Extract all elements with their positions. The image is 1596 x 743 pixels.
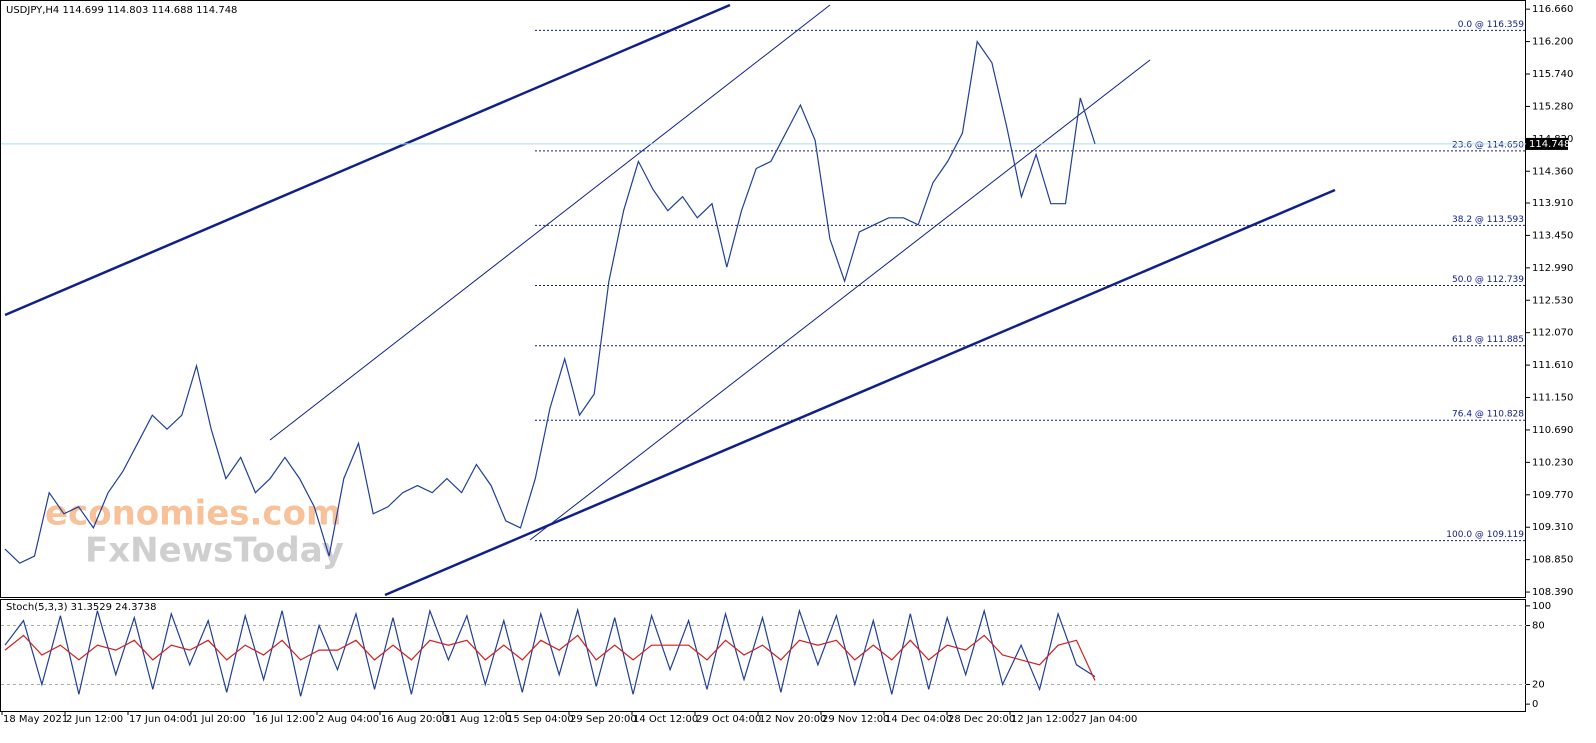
x-tick-label: 29 Sep 20:00 xyxy=(570,714,637,725)
current-price-label: 114.748 xyxy=(1529,139,1570,150)
y-tick-label: 80 xyxy=(1532,621,1545,632)
fib-label: 100.0 @ 109.119 xyxy=(1446,530,1524,540)
y-tick-label: 109.310 xyxy=(1532,522,1573,533)
x-tick-label: 2 Aug 04:00 xyxy=(318,714,379,725)
y-tick-label: 116.200 xyxy=(1532,37,1573,48)
x-tick-label: 16 Jul 12:00 xyxy=(255,714,315,725)
trendline xyxy=(384,188,1336,597)
x-tick-label: 2 Jun 12:00 xyxy=(66,714,123,725)
x-tick-label: 14 Dec 04:00 xyxy=(885,714,952,725)
price-line xyxy=(4,634,1096,681)
stoch-panel xyxy=(0,599,1526,712)
y-tick-label: 0 xyxy=(1532,699,1538,710)
y-tick-label: 110.230 xyxy=(1532,457,1573,468)
y-tick-label: 111.150 xyxy=(1532,393,1573,404)
x-tick-label: 15 Sep 04:00 xyxy=(507,714,574,725)
watermark: FxNewsToday xyxy=(85,531,344,571)
y-tick-label: 20 xyxy=(1532,679,1545,690)
x-tick-label: 17 Jun 04:00 xyxy=(129,714,193,725)
fib-label: 76.4 @ 110.828 xyxy=(1452,410,1524,420)
x-tick-label: 29 Oct 04:00 xyxy=(696,714,761,725)
x-tick-label: 12 Nov 20:00 xyxy=(759,714,826,725)
trendline xyxy=(269,4,831,441)
fib-label: 0.0 @ 116.359 xyxy=(1458,20,1525,30)
current-price-box xyxy=(1526,137,1568,150)
y-tick-label: 110.690 xyxy=(1532,425,1573,436)
x-tick-label: 18 May 2021 xyxy=(3,714,68,725)
x-tick-label: 27 Jan 04:00 xyxy=(1074,714,1137,725)
watermark: economies.com xyxy=(45,494,341,534)
y-tick-label: 113.910 xyxy=(1532,198,1573,209)
y-tick-label: 108.850 xyxy=(1532,555,1573,566)
fib-label: 50.0 @ 112.739 xyxy=(1452,275,1524,285)
y-tick-label: 108.390 xyxy=(1532,587,1573,598)
y-tick-label: 111.610 xyxy=(1532,360,1573,371)
y-tick-label: 112.530 xyxy=(1532,295,1573,306)
y-tick-label: 100 xyxy=(1532,601,1551,612)
x-tick-label: 31 Aug 12:00 xyxy=(444,714,511,725)
x-tick-label: 1 Jul 20:00 xyxy=(192,714,246,725)
fib-label: 23.6 @ 114.650 xyxy=(1452,140,1524,150)
main-panel xyxy=(0,0,1526,598)
trendline xyxy=(529,59,1151,541)
price-line xyxy=(4,40,1096,564)
x-tick-label: 14 Oct 12:00 xyxy=(633,714,698,725)
x-tick-label: 28 Dec 20:00 xyxy=(948,714,1015,725)
chart-title: Stoch(5,3,3) 31.3529 24.3738 xyxy=(6,602,157,613)
y-tick-label: 115.280 xyxy=(1532,101,1573,112)
fib-label: 38.2 @ 113.593 xyxy=(1452,215,1524,225)
x-tick-label: 12 Jan 12:00 xyxy=(1011,714,1074,725)
y-tick-label: 115.740 xyxy=(1532,69,1573,80)
y-tick-label: 112.990 xyxy=(1532,263,1573,274)
chart-title: USDJPY,H4 114.699 114.803 114.688 114.74… xyxy=(6,5,237,16)
x-tick-label: 16 Aug 20:00 xyxy=(381,714,448,725)
y-tick-label: 114.360 xyxy=(1532,166,1573,177)
y-tick-label: 109.770 xyxy=(1532,490,1573,501)
y-tick-label: 116.660 xyxy=(1532,4,1573,15)
price-line xyxy=(4,607,1096,697)
y-tick-label: 113.450 xyxy=(1532,230,1573,241)
fib-label: 61.8 @ 111.885 xyxy=(1452,335,1524,345)
y-tick-label: 112.070 xyxy=(1532,328,1573,339)
trendline xyxy=(4,3,731,317)
x-tick-label: 29 Nov 12:00 xyxy=(822,714,889,725)
